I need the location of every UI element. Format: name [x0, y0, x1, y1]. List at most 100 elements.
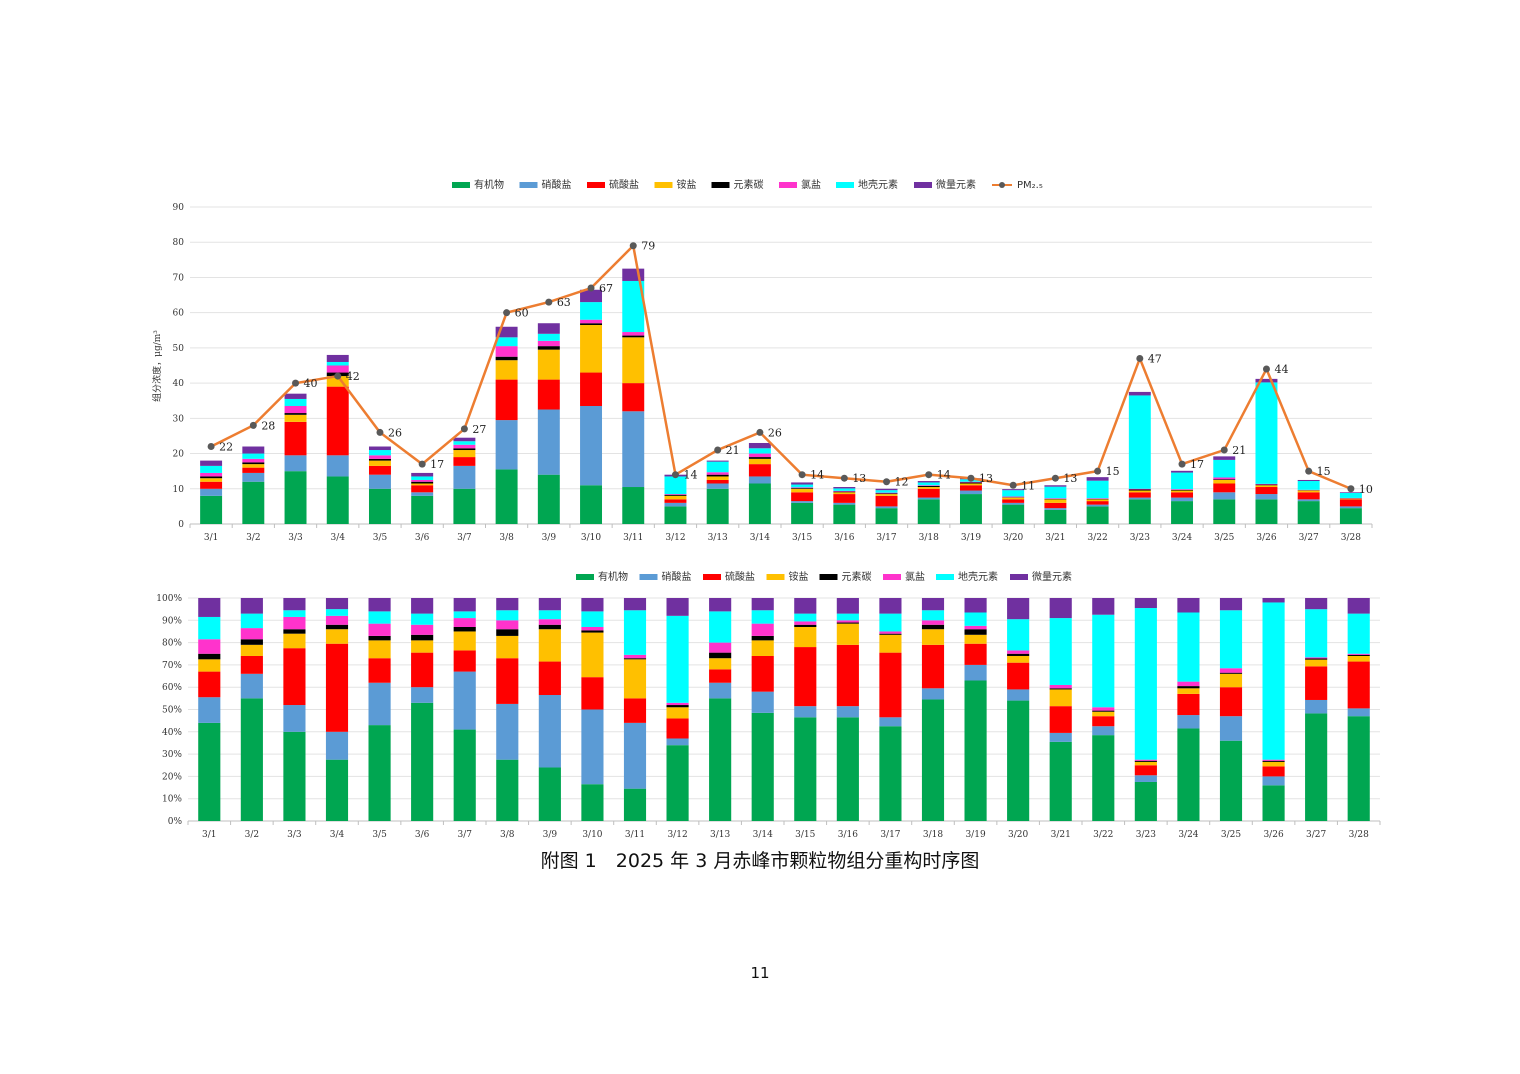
bar-segment-series-7 — [875, 488, 898, 491]
bar-segment-series-7 — [1092, 598, 1115, 615]
bar-segment-series-4 — [875, 493, 898, 495]
bar-segment-series-6 — [537, 333, 560, 341]
bar-segment-series-2 — [917, 488, 940, 498]
bar-segment-series-3 — [284, 414, 307, 422]
bar-segment-series-7 — [200, 460, 223, 466]
bar-segment-series-7 — [537, 323, 560, 334]
bar-segment-series-2 — [368, 465, 391, 475]
bar-segment-series-6 — [325, 609, 349, 616]
bar-segment-series-0 — [836, 717, 859, 821]
x-tick-label: 3/26 — [1263, 830, 1283, 840]
pm25-data-label: 14 — [810, 469, 824, 482]
bar-segment-series-1 — [1262, 776, 1285, 786]
bar-stack-3-11 — [622, 268, 645, 524]
component-percent-stacked-chart: 有机物 硝酸盐 硫酸盐 铵盐 元素碳 氯盐 地壳元素 微量元素 0% 10% 20% 30% 40% 5… — [156, 570, 1381, 840]
bar-segment-series-5 — [1086, 498, 1109, 499]
bar-segment-series-7 — [666, 598, 689, 616]
bar-segment-series-0 — [959, 494, 982, 524]
bar-segment-series-1 — [1305, 699, 1328, 714]
bar-stack-3-20 — [1007, 598, 1030, 821]
bar-segment-series-3 — [1128, 490, 1151, 493]
legend-item-series-3: 铵盐 — [766, 570, 809, 583]
pm25-point — [1220, 446, 1228, 454]
bar-segment-series-0 — [1049, 741, 1072, 821]
bar-segment-series-7 — [411, 598, 434, 614]
chart2-x-axis: 3/1 3/2 3/3 3/4 3/5 3/6 3/7 3/8 3/9 3/10 3/11 3/12 3… — [187, 821, 1381, 840]
bar-stack-3-10 — [581, 598, 604, 821]
bar-segment-series-2 — [1049, 706, 1072, 733]
bar-segment-series-7 — [538, 598, 561, 611]
x-tick-label: 3/24 — [1178, 830, 1198, 840]
pm25-point — [1262, 365, 1270, 373]
bar-segment-series-6 — [964, 612, 987, 626]
bar-stack-3-3 — [284, 393, 307, 524]
pm25-data-label: 42 — [346, 370, 360, 383]
pm25-point — [292, 379, 300, 387]
legend-swatch — [836, 182, 854, 188]
pm25-data-label: 14 — [683, 469, 697, 482]
bar-segment-series-4 — [495, 356, 518, 361]
bar-segment-series-0 — [879, 726, 902, 821]
pm25-point — [1305, 467, 1313, 475]
bar-stack-3-28 — [1347, 598, 1370, 821]
legend-label: 硫酸盐 — [725, 570, 755, 583]
bar-segment-series-7 — [917, 481, 940, 483]
bar-segment-series-1 — [1134, 775, 1157, 782]
bar-segment-series-1 — [1002, 502, 1025, 505]
bar-segment-series-6 — [581, 611, 604, 627]
bar-segment-series-3 — [836, 623, 859, 645]
legend-swatch — [576, 574, 594, 580]
bar-stack-3-22 — [1086, 477, 1109, 524]
bar-segment-series-3 — [1255, 485, 1278, 488]
legend-label: 硝酸盐 — [662, 570, 692, 583]
bar-segment-series-5 — [453, 444, 476, 449]
y-tick-label: 10% — [162, 795, 182, 805]
bar-segment-series-4 — [537, 346, 560, 350]
bar-segment-series-5 — [495, 346, 518, 357]
x-tick-label: 3/25 — [1214, 533, 1234, 543]
bar-segment-series-6 — [368, 450, 391, 456]
x-tick-label: 3/3 — [287, 830, 302, 840]
bar-segment-series-7 — [1002, 489, 1025, 491]
bar-segment-series-6 — [1044, 486, 1067, 499]
pm25-data-label: 26 — [388, 426, 402, 439]
bar-segment-series-6 — [283, 610, 306, 617]
pm25-point — [249, 421, 257, 429]
bar-segment-series-0 — [1262, 785, 1285, 821]
y-tick-label: 80% — [162, 639, 182, 649]
pm25-point — [334, 372, 342, 380]
bar-segment-series-2 — [325, 643, 349, 732]
bar-segment-series-4 — [666, 705, 689, 708]
bar-segment-series-5 — [325, 615, 349, 625]
bar-segment-series-5 — [326, 365, 349, 373]
bar-segment-series-4 — [368, 458, 391, 461]
legend-label: 铵盐 — [789, 570, 809, 583]
bar-segment-series-5 — [709, 642, 732, 653]
bar-stack-3-1 — [198, 598, 221, 821]
bar-segment-series-1 — [664, 502, 687, 507]
bar-segment-series-5 — [1305, 657, 1328, 659]
bar-segment-series-5 — [921, 620, 945, 625]
bar-segment-series-1 — [709, 682, 732, 699]
bar-stack-3-26 — [1262, 598, 1285, 821]
bar-segment-series-0 — [453, 729, 476, 821]
bar-segment-series-7 — [622, 268, 645, 281]
bar-segment-series-1 — [875, 506, 898, 509]
x-tick-label: 3/12 — [665, 533, 685, 543]
bar-segment-series-2 — [791, 492, 814, 502]
pm25-data-label: 21 — [726, 444, 740, 457]
bar-segment-series-7 — [453, 598, 476, 612]
legend-swatch — [819, 574, 838, 580]
legend-item-series-1: 硝酸盐 — [519, 178, 572, 191]
x-tick-label: 3/14 — [750, 533, 770, 543]
bar-segment-series-3 — [326, 376, 349, 387]
x-tick-label: 3/1 — [202, 830, 216, 840]
bar-segment-series-2 — [326, 386, 349, 456]
chart2-gridlines — [188, 597, 1380, 822]
x-tick-label: 3/28 — [1341, 533, 1361, 543]
x-tick-label: 3/28 — [1349, 830, 1369, 840]
bar-segment-series-0 — [666, 745, 689, 821]
legend-label: 氯盐 — [801, 178, 821, 191]
x-tick-label: 3/17 — [880, 830, 900, 840]
pm25-point — [1051, 474, 1059, 482]
